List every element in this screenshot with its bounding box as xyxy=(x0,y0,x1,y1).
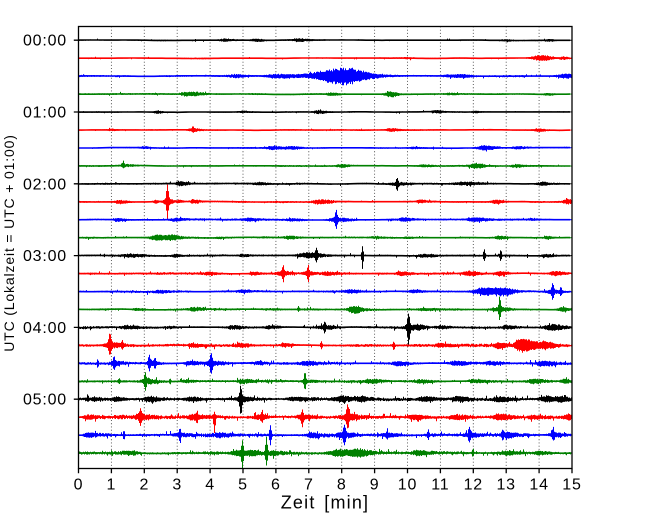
svg-text:10: 10 xyxy=(398,477,417,494)
svg-text:3: 3 xyxy=(172,477,182,494)
svg-text:12: 12 xyxy=(464,477,483,494)
svg-text:05:00: 05:00 xyxy=(23,392,67,409)
svg-text:14: 14 xyxy=(529,477,548,494)
svg-text:8: 8 xyxy=(337,477,347,494)
svg-text:7: 7 xyxy=(304,477,314,494)
svg-text:03:00: 03:00 xyxy=(23,248,67,265)
svg-text:15: 15 xyxy=(562,477,581,494)
svg-text:01:00: 01:00 xyxy=(23,105,67,122)
svg-text:11: 11 xyxy=(431,477,449,494)
svg-text:5: 5 xyxy=(238,477,248,494)
svg-text:UTC (Lokalzeit = UTC + 01:00): UTC (Lokalzeit = UTC + 01:00) xyxy=(1,134,17,352)
svg-text:00:00: 00:00 xyxy=(23,33,67,50)
svg-text:02:00: 02:00 xyxy=(23,176,67,193)
svg-text:13: 13 xyxy=(496,477,515,494)
svg-text:9: 9 xyxy=(370,477,380,494)
svg-text:4: 4 xyxy=(205,477,215,494)
svg-text:04:00: 04:00 xyxy=(23,320,67,337)
svg-text:6: 6 xyxy=(271,477,281,494)
svg-text:1: 1 xyxy=(107,477,117,494)
svg-text:0: 0 xyxy=(74,477,84,494)
svg-text:Zeit [min]: Zeit [min] xyxy=(281,493,370,513)
svg-text:2: 2 xyxy=(139,477,149,494)
